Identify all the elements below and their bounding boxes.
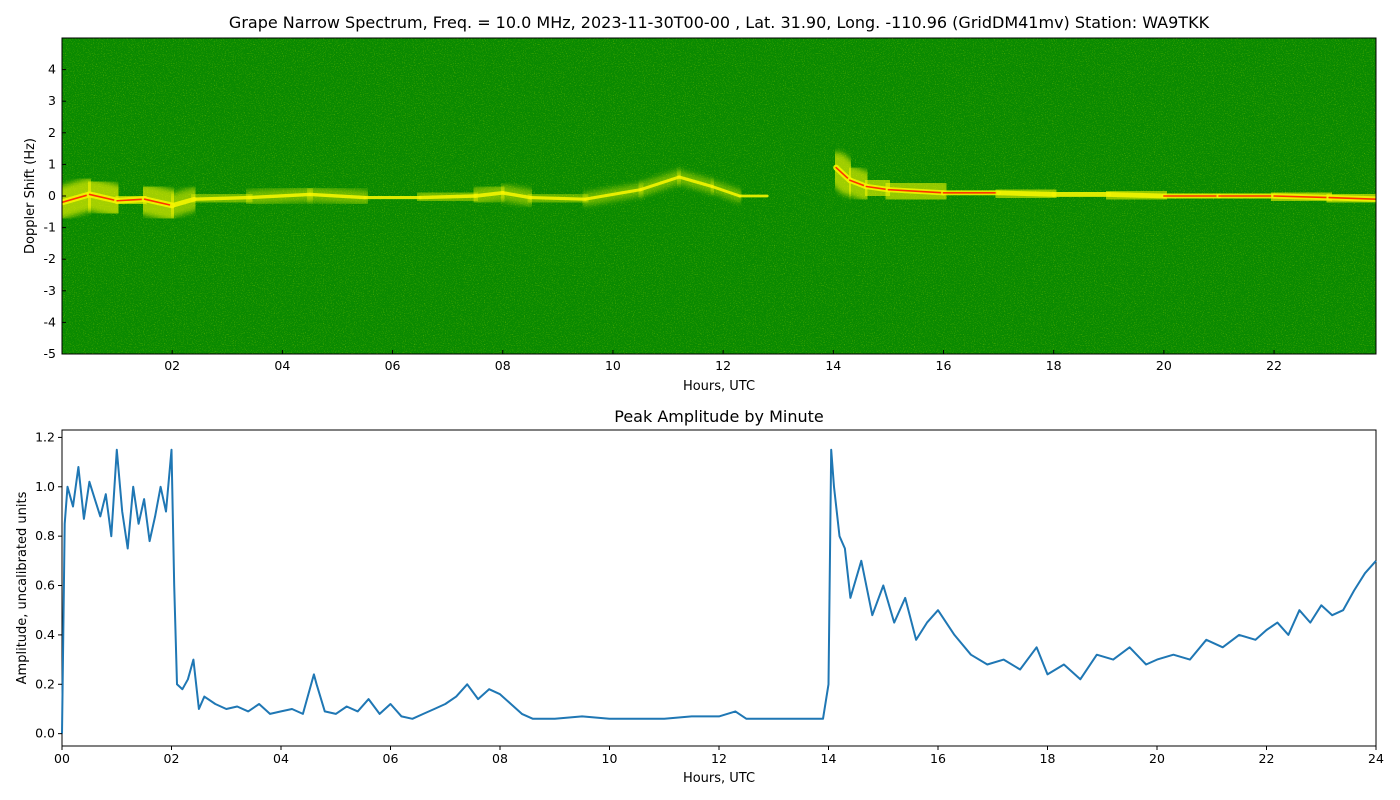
spectrogram-x-tick-label: 08 bbox=[495, 358, 511, 373]
amplitude-panel: Peak Amplitude by Minute 00 02 04 06 08 10 12 1… bbox=[15, 407, 1384, 786]
amplitude-x-tick-label: 22 bbox=[1259, 751, 1275, 766]
spectrogram-y-axis-label: Doppler Shift (Hz) bbox=[23, 138, 38, 254]
spectrogram-y-tick-label: 3 bbox=[48, 93, 56, 108]
amplitude-y-tick-label: 1.0 bbox=[35, 479, 55, 494]
spectrogram-x-tick-label: 12 bbox=[715, 358, 731, 373]
spectrogram-trace-segment bbox=[418, 194, 477, 200]
spectrogram-trace-segment bbox=[528, 196, 587, 201]
spectrogram-trace-segment bbox=[308, 192, 367, 200]
spectrogram-x-tick-label: 14 bbox=[825, 358, 841, 373]
spectrogram-x-tick-label: 20 bbox=[1156, 358, 1172, 373]
spectrogram-y-tick-label: -4 bbox=[44, 314, 57, 329]
amplitude-y-tick-label: 0.0 bbox=[35, 726, 55, 741]
spectrogram-y-tick-label: -2 bbox=[44, 251, 56, 266]
spectrogram-y-tick-label: -3 bbox=[44, 283, 56, 298]
spectrogram-trace-segment bbox=[247, 192, 312, 200]
spectrogram-x-tick-label: 06 bbox=[385, 358, 401, 373]
amplitude-x-tick-label: 08 bbox=[492, 751, 508, 766]
spectrogram-x-tick-label: 02 bbox=[164, 358, 180, 373]
spectrogram-y-tick-label: -1 bbox=[44, 220, 56, 235]
spectrogram-x-tick-label: 22 bbox=[1266, 358, 1282, 373]
amplitude-y-tick-label: 1.2 bbox=[35, 429, 55, 444]
spectrogram-trace-segment bbox=[638, 175, 681, 192]
amplitude-x-tick-label: 00 bbox=[54, 751, 70, 766]
amplitude-x-tick-label: 18 bbox=[1040, 751, 1056, 766]
spectrogram-peak-segment bbox=[1328, 196, 1376, 200]
amplitude-x-tick-label: 14 bbox=[821, 751, 837, 766]
spectrogram-x-tick-label: 04 bbox=[274, 358, 290, 373]
amplitude-x-tick-label: 16 bbox=[930, 751, 946, 766]
amplitude-x-tick-label: 06 bbox=[383, 751, 399, 766]
amplitude-x-tick-label: 24 bbox=[1368, 751, 1384, 766]
spectrogram-x-ticks: 02 04 06 08 10 12 14 16 18 20 22 bbox=[164, 350, 1282, 373]
amplitude-x-tick-label: 02 bbox=[164, 751, 180, 766]
amplitude-y-tick-label: 0.2 bbox=[35, 676, 55, 691]
spectrogram-trace-segment bbox=[583, 188, 642, 201]
amplitude-x-tick-label: 10 bbox=[602, 751, 618, 766]
spectrogram-y-tick-label: 1 bbox=[48, 156, 56, 171]
amplitude-x-tick-label: 04 bbox=[273, 751, 289, 766]
spectrogram-x-tick-label: 16 bbox=[936, 358, 952, 373]
amplitude-series-line bbox=[61, 448, 1377, 734]
amplitude-y-tick-label: 0.4 bbox=[35, 627, 55, 642]
amplitude-x-ticks: 00 02 04 06 08 10 12 14 16 18 20 22 24 bbox=[54, 746, 1384, 766]
spectrogram-x-tick-label: 18 bbox=[1046, 358, 1062, 373]
spectrogram-panel: Grape Narrow Spectrum, Freq. = 10.0 MHz,… bbox=[23, 13, 1377, 394]
spectrogram-y-tick-label: 2 bbox=[48, 125, 56, 140]
spectrogram-trace-segment bbox=[192, 195, 252, 201]
spectrogram-y-tick-label: 4 bbox=[48, 62, 56, 77]
amplitude-x-tick-label: 20 bbox=[1149, 751, 1165, 766]
amplitude-x-axis-label: Hours, UTC bbox=[683, 771, 755, 786]
amplitude-plot-area bbox=[61, 429, 1377, 747]
amplitude-title: Peak Amplitude by Minute bbox=[614, 407, 824, 426]
spectrogram-y-tick-label: -5 bbox=[44, 346, 56, 361]
amplitude-y-tick-label: 0.6 bbox=[35, 578, 55, 593]
spectrogram-x-tick-label: 10 bbox=[605, 358, 621, 373]
amplitude-y-tick-label: 0.8 bbox=[35, 528, 55, 543]
spectrogram-y-ticks: -5 -4 -3 -2 -1 0 1 2 3 4 bbox=[44, 62, 66, 361]
amplitude-y-ticks: 0.0 0.2 0.4 0.6 0.8 1.0 1.2 bbox=[35, 429, 62, 741]
spectrogram-title: Grape Narrow Spectrum, Freq. = 10.0 MHz,… bbox=[229, 13, 1210, 32]
spectrogram-x-axis-label: Hours, UTC bbox=[683, 379, 755, 394]
spectrogram-y-tick-label: 0 bbox=[48, 188, 56, 203]
amplitude-y-axis-label: Amplitude, uncalibrated units bbox=[15, 491, 30, 684]
amplitude-x-tick-label: 12 bbox=[711, 751, 727, 766]
spectrogram-marks bbox=[62, 152, 1376, 221]
